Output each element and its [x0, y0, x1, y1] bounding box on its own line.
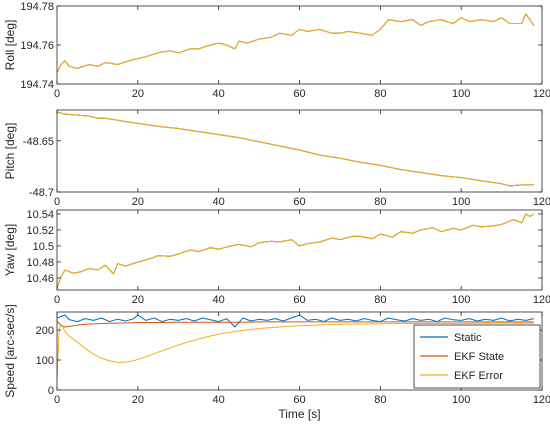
series-line-3 [57, 213, 535, 289]
subplot-4: 0 20 40 60 80 100 120 0 100 200 Speed [arc-sec/s] T… [3, 304, 550, 421]
y-tick-label: 10.48 [26, 257, 54, 269]
series-line-3 [57, 13, 535, 73]
series-line-3 [57, 111, 534, 187]
x-tick-label: 120 [533, 88, 550, 100]
x-tick-label: 80 [374, 394, 386, 406]
y-axis-label: Roll [deg] [3, 20, 17, 71]
y-tick-label: 10.46 [26, 273, 54, 285]
y-tick-label: 0 [48, 385, 54, 397]
y-tick-label: 10.5 [33, 241, 54, 253]
x-tick-label: 0 [54, 394, 60, 406]
x-tick-label: 100 [452, 294, 470, 306]
y-tick-label: 194.74 [20, 79, 54, 91]
series-line-3 [57, 322, 534, 382]
x-tick-label: 0 [54, 294, 60, 306]
x-axis-label: Time [s] [278, 407, 320, 421]
x-tick-label: 100 [452, 88, 470, 100]
y-tick-label: 100 [36, 355, 54, 367]
series-line-2 [57, 320, 534, 328]
y-tick-label: -48.7 [29, 187, 54, 199]
series-line-1 [57, 314, 535, 328]
series-group [57, 314, 535, 382]
legend: Static EKF State EKF Error [413, 324, 541, 389]
x-tick-label: 80 [374, 196, 386, 208]
x-tick-label: 60 [293, 196, 305, 208]
x-tick-label: 60 [293, 294, 305, 306]
series-group [57, 213, 535, 289]
x-tick-label: 20 [132, 394, 144, 406]
y-tick-label: 200 [36, 325, 54, 337]
x-tick-label: 20 [132, 196, 144, 208]
x-tick-label: 60 [293, 88, 305, 100]
legend-entry: EKF Error [454, 370, 503, 382]
x-tick-label: 40 [213, 394, 225, 406]
x-tick-label: 100 [452, 196, 470, 208]
legend-entry: Static [454, 332, 482, 344]
x-tick-label: 20 [132, 88, 144, 100]
y-axis-label: Yaw [deg] [3, 224, 17, 276]
x-tick-label: 40 [213, 196, 225, 208]
x-tick-label: 40 [213, 88, 225, 100]
y-axis-label: Pitch [deg] [3, 123, 17, 180]
y-tick-label: 10.54 [26, 209, 54, 221]
legend-entry: EKF State [454, 351, 504, 363]
x-tick-label: 0 [54, 88, 60, 100]
x-tick-label: 0 [54, 196, 60, 208]
subplot-2: 0 20 40 60 80 100 120 -48.7 -48.65 Pitch [deg] [3, 109, 550, 208]
x-tick-label: 80 [374, 294, 386, 306]
y-tick-label: 194.76 [20, 40, 54, 52]
x-tick-label: 120 [533, 394, 550, 406]
plot-area [57, 6, 542, 84]
plot-area [57, 210, 542, 290]
x-tick-label: 20 [132, 294, 144, 306]
series-group [57, 111, 534, 187]
y-tick-label: -48.65 [23, 136, 54, 148]
x-tick-label: 120 [533, 294, 550, 306]
x-tick-label: 100 [452, 394, 470, 406]
y-tick-label: 194.78 [20, 1, 54, 13]
y-axis-label: Speed [arc-sec/s] [3, 304, 17, 397]
subplot-3: 0 20 40 60 80 100 120 10.46 10.48 10.5 10.52 10.54 Y… [3, 209, 550, 306]
series-group [57, 13, 535, 73]
x-tick-label: 120 [533, 196, 550, 208]
x-tick-label: 60 [293, 394, 305, 406]
x-tick-label: 40 [213, 294, 225, 306]
x-tick-label: 80 [374, 88, 386, 100]
y-tick-label: 10.52 [26, 225, 54, 237]
